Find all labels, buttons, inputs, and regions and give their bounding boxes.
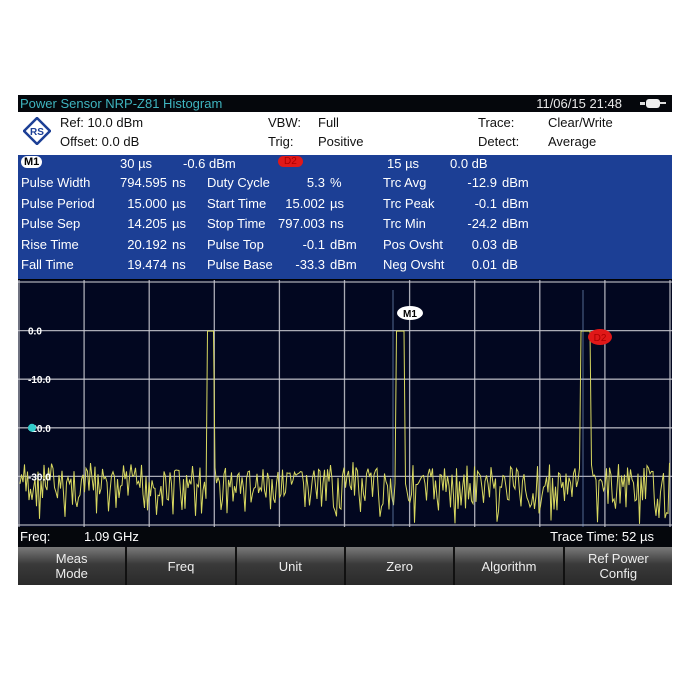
- measurement-label: Pulse Sep: [21, 216, 81, 231]
- measurement-label: Pulse Top: [207, 236, 264, 252]
- instrument-screen: Power Sensor NRP-Z81 Histogram 11/06/15 …: [18, 95, 672, 585]
- measurement-value: -24.2: [467, 216, 497, 231]
- measurement-value: -33.3: [295, 257, 325, 272]
- reference-marker-icon: [28, 423, 36, 432]
- marker-d2-label: D2: [594, 333, 607, 344]
- measurement-unit: dBm: [502, 175, 529, 190]
- trace-svg: 0.0 -10.0 -20.0 -30.0 M1 D2: [18, 280, 672, 527]
- marker-d2-badge: D2: [278, 156, 303, 167]
- y-axis-label: -20.0: [28, 424, 51, 435]
- settings-info: RS Ref: 10.0 dBm Offset: 0.0 dB VBW: Ful…: [18, 112, 672, 155]
- freq-label: Freq:: [20, 529, 51, 544]
- measurement-label: Pos Ovsht: [383, 236, 443, 252]
- marker-d2-badge: [588, 329, 612, 345]
- measurement-value: -12.9: [467, 175, 497, 190]
- offset: Offset: 0.0 dB: [60, 134, 140, 149]
- battery-icon: [640, 99, 666, 108]
- vbw-label: VBW:: [268, 115, 301, 130]
- measurement-unit: dB: [502, 236, 518, 252]
- m1-level: -0.6 dBm: [183, 156, 236, 171]
- rohde-schwarz-logo: RS: [23, 117, 51, 145]
- trace-plot[interactable]: 0.0 -10.0 -20.0 -30.0 M1 D2: [18, 280, 672, 527]
- window-title: Power Sensor NRP-Z81 Histogram: [20, 96, 223, 111]
- measurement-label: Pulse Period: [21, 195, 95, 211]
- trig-label: Trig:: [268, 134, 294, 149]
- softkey-bar: Meas Mode Freq Unit Zero Algorithm Ref P…: [18, 547, 672, 585]
- datetime: 11/06/15 21:48: [536, 96, 622, 111]
- measurement-label: Neg Ovsht: [383, 257, 445, 272]
- svg-text:RS: RS: [30, 127, 44, 138]
- measurement-unit: ns: [172, 257, 186, 272]
- measurement-value: 19.474: [127, 257, 167, 272]
- status-bar: Freq: 1.09 GHz Trace Time: 52 µs: [18, 527, 672, 547]
- marker-m1-label: M1: [403, 309, 417, 320]
- measurement-value: 797.003: [278, 216, 325, 231]
- d2-time: 15 µs: [387, 156, 420, 171]
- ref-level: Ref: 10.0 dBm: [60, 115, 144, 130]
- measurement-label: Start Time: [207, 195, 267, 211]
- measurement-label: Duty Cycle: [207, 175, 270, 190]
- softkey-algorithm[interactable]: Algorithm: [455, 547, 565, 585]
- trace-time: Trace Time: 52 µs: [550, 529, 654, 544]
- title-bar: Power Sensor NRP-Z81 Histogram 11/06/15 …: [18, 95, 672, 112]
- measurement-table: M1 30 µs -0.6 dBm D2 15 µs 0.0 dB Pulse …: [18, 155, 672, 279]
- m1-time: 30 µs: [120, 156, 153, 171]
- measurement-value: 0.03: [471, 236, 497, 252]
- y-axis-label: -30.0: [28, 472, 51, 483]
- measurement-label: Trc Min: [383, 216, 426, 231]
- y-axis-label: 0.0: [28, 327, 42, 338]
- trace-label: Trace:: [478, 115, 515, 130]
- measurement-value: 0.01: [471, 257, 497, 272]
- measurement-label: Pulse Width: [21, 175, 91, 190]
- measurement-unit: µs: [172, 216, 186, 231]
- measurement-value: -0.1: [302, 236, 325, 252]
- measurement-label: Pulse Base: [207, 257, 273, 272]
- vbw-value: Full: [318, 115, 339, 130]
- softkey-unit[interactable]: Unit: [236, 547, 346, 585]
- measurement-label: Trc Peak: [383, 195, 435, 211]
- measurement-label: Rise Time: [21, 236, 79, 252]
- softkey-meas-mode[interactable]: Meas Mode: [18, 547, 128, 585]
- measurement-value: 20.192: [127, 236, 167, 252]
- measurement-unit: µs: [330, 195, 344, 211]
- detect-label: Detect:: [478, 134, 520, 149]
- freq-value: 1.09 GHz: [84, 529, 139, 544]
- softkey-freq[interactable]: Freq: [127, 547, 237, 585]
- measurement-unit: dB: [502, 257, 518, 272]
- d2-level: 0.0 dB: [450, 156, 488, 171]
- softkey-zero[interactable]: Zero: [345, 547, 456, 585]
- measurement-value: 794.595: [120, 175, 167, 190]
- measurement-unit: dBm: [502, 216, 529, 231]
- measurement-unit: ns: [172, 236, 186, 252]
- trace-value: Clear/Write: [548, 115, 613, 130]
- marker-m1-badge: M1: [21, 156, 43, 168]
- y-axis-label: -10.0: [28, 375, 51, 386]
- measurement-unit: ns: [172, 175, 186, 190]
- measurement-unit: dBm: [330, 236, 357, 252]
- measurement-value: 15.002: [285, 195, 325, 211]
- marker-m1-badge: [397, 306, 423, 320]
- measurement-unit: dBm: [330, 257, 357, 272]
- trace-line: [19, 330, 670, 524]
- measurement-value: 15.000: [127, 195, 167, 211]
- measurement-label: Trc Avg: [383, 175, 427, 190]
- measurement-label: Fall Time: [21, 257, 74, 272]
- measurement-value: -0.1: [474, 195, 497, 211]
- measurement-value: 14.205: [127, 216, 167, 231]
- measurement-unit: ns: [330, 216, 344, 231]
- measurement-label: Stop Time: [207, 216, 266, 231]
- softkey-ref-power-config[interactable]: Ref Power Config: [564, 547, 672, 585]
- measurement-value: 5.3: [306, 175, 325, 190]
- measurement-unit: µs: [172, 195, 186, 211]
- trig-value: Positive: [318, 134, 364, 149]
- measurement-unit: %: [330, 175, 342, 190]
- measurement-unit: dBm: [502, 195, 529, 211]
- detect-value: Average: [548, 134, 597, 149]
